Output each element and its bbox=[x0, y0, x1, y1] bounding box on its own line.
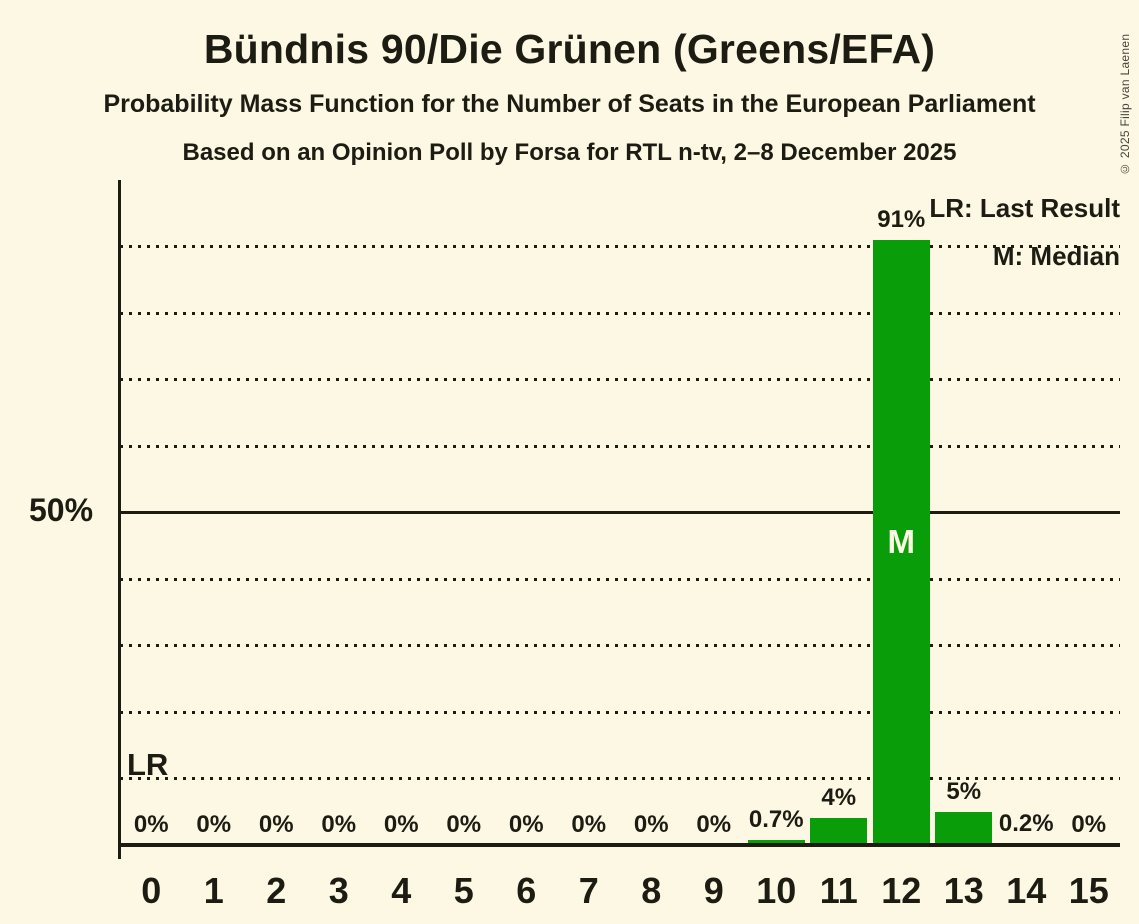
x-tick-label-6: 6 bbox=[516, 870, 537, 911]
legend-last-result: LR: Last Result bbox=[929, 193, 1120, 223]
x-axis bbox=[118, 843, 1120, 847]
x-tick-label-9: 9 bbox=[703, 870, 724, 911]
x-tick-label-0: 0 bbox=[141, 870, 162, 911]
median-marker: M bbox=[887, 523, 916, 561]
x-tick-label-11: 11 bbox=[819, 870, 858, 911]
bar-seat-11 bbox=[810, 818, 868, 845]
gridline-90pct bbox=[120, 245, 1120, 248]
bar-value-label-seat-0: 0% bbox=[133, 811, 169, 838]
y-axis-tick-label: 50% bbox=[28, 492, 94, 528]
plot-area: 0% 0% 0% 0% 0% 0% 0% 0% 0% 0% 0.7% 4% 91% 5% 0.2% 0% M bbox=[120, 180, 1120, 845]
gridline-60pct bbox=[120, 444, 1120, 448]
x-tick-label-12: 12 bbox=[881, 870, 922, 911]
bar-value-label-seat-5: 0% bbox=[446, 811, 482, 838]
gridline-80pct bbox=[120, 311, 1120, 315]
copyright-text: © 2025 Filip van Laenen bbox=[1118, 33, 1132, 176]
x-tick-label-15: 15 bbox=[1068, 870, 1109, 911]
chart-subtitle: Probability Mass Function for the Number… bbox=[103, 90, 1036, 118]
y-axis bbox=[118, 180, 121, 859]
x-tick-label-2: 2 bbox=[266, 870, 287, 911]
bar-value-label-seat-7: 0% bbox=[571, 811, 607, 838]
bar-value-label-seat-9: 0% bbox=[696, 811, 732, 838]
last-result-label: LR bbox=[127, 747, 169, 782]
x-tick-label-8: 8 bbox=[641, 870, 662, 911]
gridline-50pct bbox=[120, 511, 1120, 514]
bar-value-label-seat-2: 0% bbox=[258, 811, 294, 838]
legend: LR: Last Result M: Median bbox=[929, 184, 1120, 280]
x-tick-label-7: 7 bbox=[578, 870, 599, 911]
legend-median: M: Median bbox=[992, 241, 1120, 271]
x-tick-label-1: 1 bbox=[203, 870, 224, 911]
bar-seat-10 bbox=[747, 840, 805, 845]
x-tick-label-3: 3 bbox=[328, 870, 349, 911]
gridline-70pct bbox=[120, 378, 1120, 381]
x-tick-label-13: 13 bbox=[943, 870, 984, 911]
bar-value-label-seat-1: 0% bbox=[196, 811, 232, 838]
gridline-40pct bbox=[120, 577, 1120, 581]
chart-title: Bündnis 90/Die Grünen (Greens/EFA) bbox=[203, 26, 936, 72]
gridline-10pct bbox=[120, 777, 1120, 780]
bar-value-label-seat-6: 0% bbox=[508, 811, 544, 838]
x-tick-label-5: 5 bbox=[453, 870, 474, 911]
bar-value-label-seat-14: 0.2% bbox=[998, 809, 1054, 837]
x-tick-label-14: 14 bbox=[1006, 870, 1047, 911]
bar-value-label-seat-10: 0.7% bbox=[748, 806, 804, 834]
gridline-30pct bbox=[120, 644, 1120, 647]
chart-caption: Based on an Opinion Poll by Forsa for RT… bbox=[182, 139, 957, 166]
gridline-20pct bbox=[120, 710, 1120, 714]
x-axis-labels: 0 1 2 3 4 5 6 7 8 9 10 11 12 13 14 15 bbox=[120, 866, 1120, 916]
bar-value-label-seat-13: 5% bbox=[946, 777, 982, 805]
bar-seat-12 bbox=[872, 239, 930, 845]
bar-value-label-seat-11: 4% bbox=[821, 784, 857, 812]
x-tick-label-10: 10 bbox=[756, 870, 797, 911]
bar-value-label-seat-4: 0% bbox=[383, 811, 419, 838]
x-tick-label-4: 4 bbox=[391, 870, 412, 911]
bar-value-label-seat-12: 91% bbox=[877, 205, 926, 233]
bar-value-label-seat-15: 0% bbox=[1071, 811, 1107, 838]
bar-seat-13 bbox=[935, 811, 993, 845]
bar-value-label-seat-3: 0% bbox=[321, 811, 357, 838]
bar-value-label-seat-8: 0% bbox=[633, 811, 669, 838]
